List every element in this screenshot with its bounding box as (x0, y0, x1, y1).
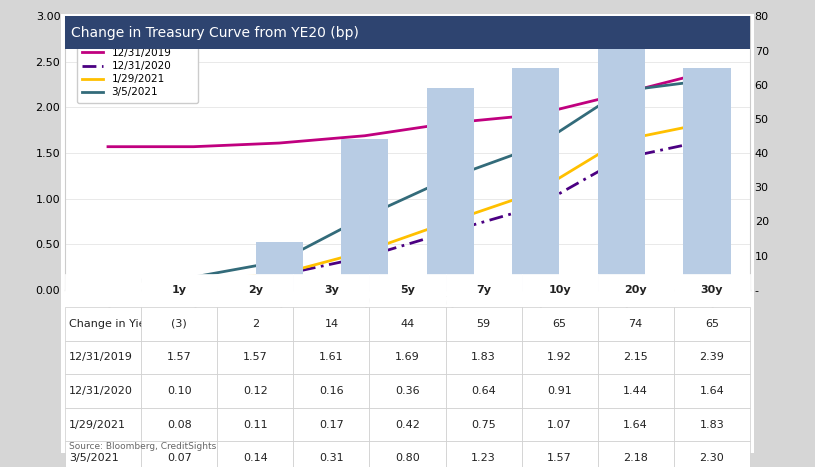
Bar (341, 139, 388, 290)
Legend: Change in Yield, 12/31/2019, 12/31/2020, 1/29/2021, 3/5/2021: Change in Yield, 12/31/2019, 12/31/2020,… (77, 30, 198, 103)
Bar (256, 242, 302, 290)
Text: Source: Bloomberg, CreditSights: Source: Bloomberg, CreditSights (69, 442, 217, 451)
Bar (598, 37, 645, 290)
Bar (684, 68, 730, 290)
Text: Change in Treasury Curve from YE20 (bp): Change in Treasury Curve from YE20 (bp) (71, 26, 359, 40)
Bar (427, 88, 474, 290)
Bar (85, 290, 131, 300)
Bar (170, 283, 217, 290)
Bar (513, 68, 559, 290)
